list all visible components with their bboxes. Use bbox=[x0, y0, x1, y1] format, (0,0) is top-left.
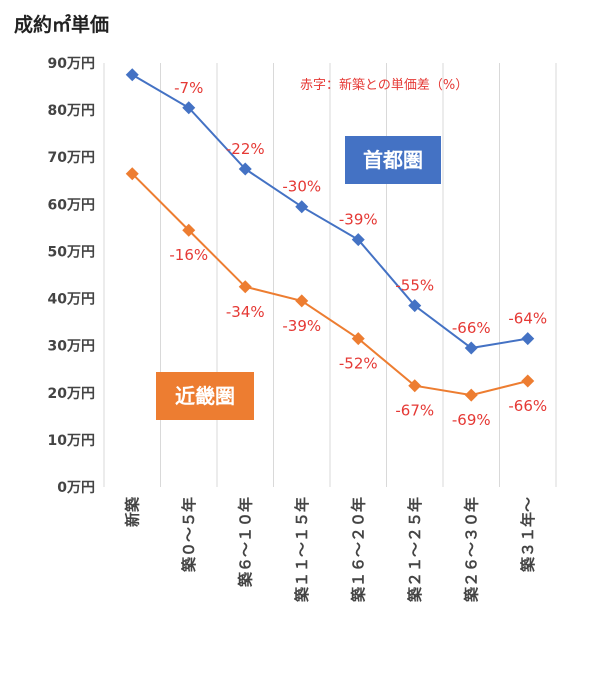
data-point bbox=[521, 374, 535, 388]
data-label: -7% bbox=[174, 79, 203, 97]
y-tick-label: 90万円 bbox=[48, 56, 95, 72]
x-tick-label: 新築 bbox=[123, 496, 141, 527]
data-point bbox=[521, 332, 535, 346]
data-label: -39% bbox=[282, 317, 321, 335]
data-label: -67% bbox=[395, 402, 434, 420]
data-point bbox=[182, 101, 196, 115]
legend-box-shutoken bbox=[345, 136, 441, 184]
legend-label-kinki: 近畿圏 bbox=[175, 384, 235, 408]
data-point bbox=[125, 68, 139, 82]
data-label: -34% bbox=[226, 303, 265, 321]
data-label: -39% bbox=[339, 211, 378, 229]
x-axis: 新築 築０～５年 築６～１０年 築１１～１５年 築１６～２０年 築２１～２５年 築２６～３０… bbox=[123, 496, 537, 603]
gridlines bbox=[103, 63, 557, 487]
y-axis: 0万円 10万円 20万円 30万円 40万円 50万円 60万円 70万円 80万円 90万円 bbox=[48, 56, 95, 496]
chart-title: 成約㎡単価 bbox=[14, 13, 109, 36]
y-tick-label: 50万円 bbox=[48, 244, 95, 260]
data-label: -16% bbox=[169, 246, 208, 264]
x-tick-label: 築０～５年 bbox=[180, 497, 198, 573]
data-label: -22% bbox=[226, 140, 265, 158]
y-tick-label: 10万円 bbox=[48, 433, 95, 449]
x-tick-label: 築１６～２０年 bbox=[349, 497, 367, 603]
data-point bbox=[238, 280, 252, 294]
data-point bbox=[464, 341, 478, 355]
y-tick-label: 80万円 bbox=[48, 103, 95, 119]
x-tick-label: 築１１～１５年 bbox=[293, 497, 311, 603]
data-point bbox=[125, 167, 139, 181]
data-point bbox=[351, 332, 365, 346]
legend-box-kinki bbox=[156, 372, 254, 420]
data-point bbox=[464, 388, 478, 402]
x-tick-label: 築６～１０年 bbox=[236, 497, 254, 588]
data-point bbox=[295, 294, 309, 308]
x-tick-label: 築２１～２５年 bbox=[406, 497, 424, 603]
data-point bbox=[408, 379, 422, 393]
y-tick-label: 30万円 bbox=[48, 339, 95, 355]
data-label: -66% bbox=[452, 319, 491, 337]
x-tick-label: 築３１年～ bbox=[519, 497, 537, 573]
data-point bbox=[182, 223, 196, 237]
data-label: -30% bbox=[282, 178, 321, 196]
data-point bbox=[238, 162, 252, 176]
chart-note: 赤字：新築との単価差（%） bbox=[300, 77, 468, 93]
y-tick-label: 40万円 bbox=[48, 292, 95, 308]
data-point bbox=[408, 299, 422, 313]
data-point bbox=[295, 200, 309, 214]
data-label: -52% bbox=[339, 355, 378, 373]
x-tick-label: 築２６～３０年 bbox=[462, 497, 480, 603]
y-tick-label: 0万円 bbox=[57, 480, 95, 496]
data-label: -69% bbox=[452, 411, 491, 429]
y-tick-label: 70万円 bbox=[48, 150, 95, 166]
legend-label-shutoken: 首都圏 bbox=[363, 148, 423, 172]
data-label: -66% bbox=[508, 397, 547, 415]
series-line-1 bbox=[131, 173, 528, 397]
data-label: -55% bbox=[395, 277, 434, 295]
series-line-0 bbox=[131, 73, 528, 350]
data-label: -64% bbox=[508, 310, 547, 328]
data-labels: -7% -22% -30% -39% -55% -66% -64% -16% -34% -39% -… bbox=[169, 79, 547, 429]
y-tick-label: 60万円 bbox=[48, 197, 95, 213]
series-lines bbox=[125, 68, 535, 402]
data-point bbox=[351, 233, 365, 247]
y-tick-label: 20万円 bbox=[48, 386, 95, 402]
